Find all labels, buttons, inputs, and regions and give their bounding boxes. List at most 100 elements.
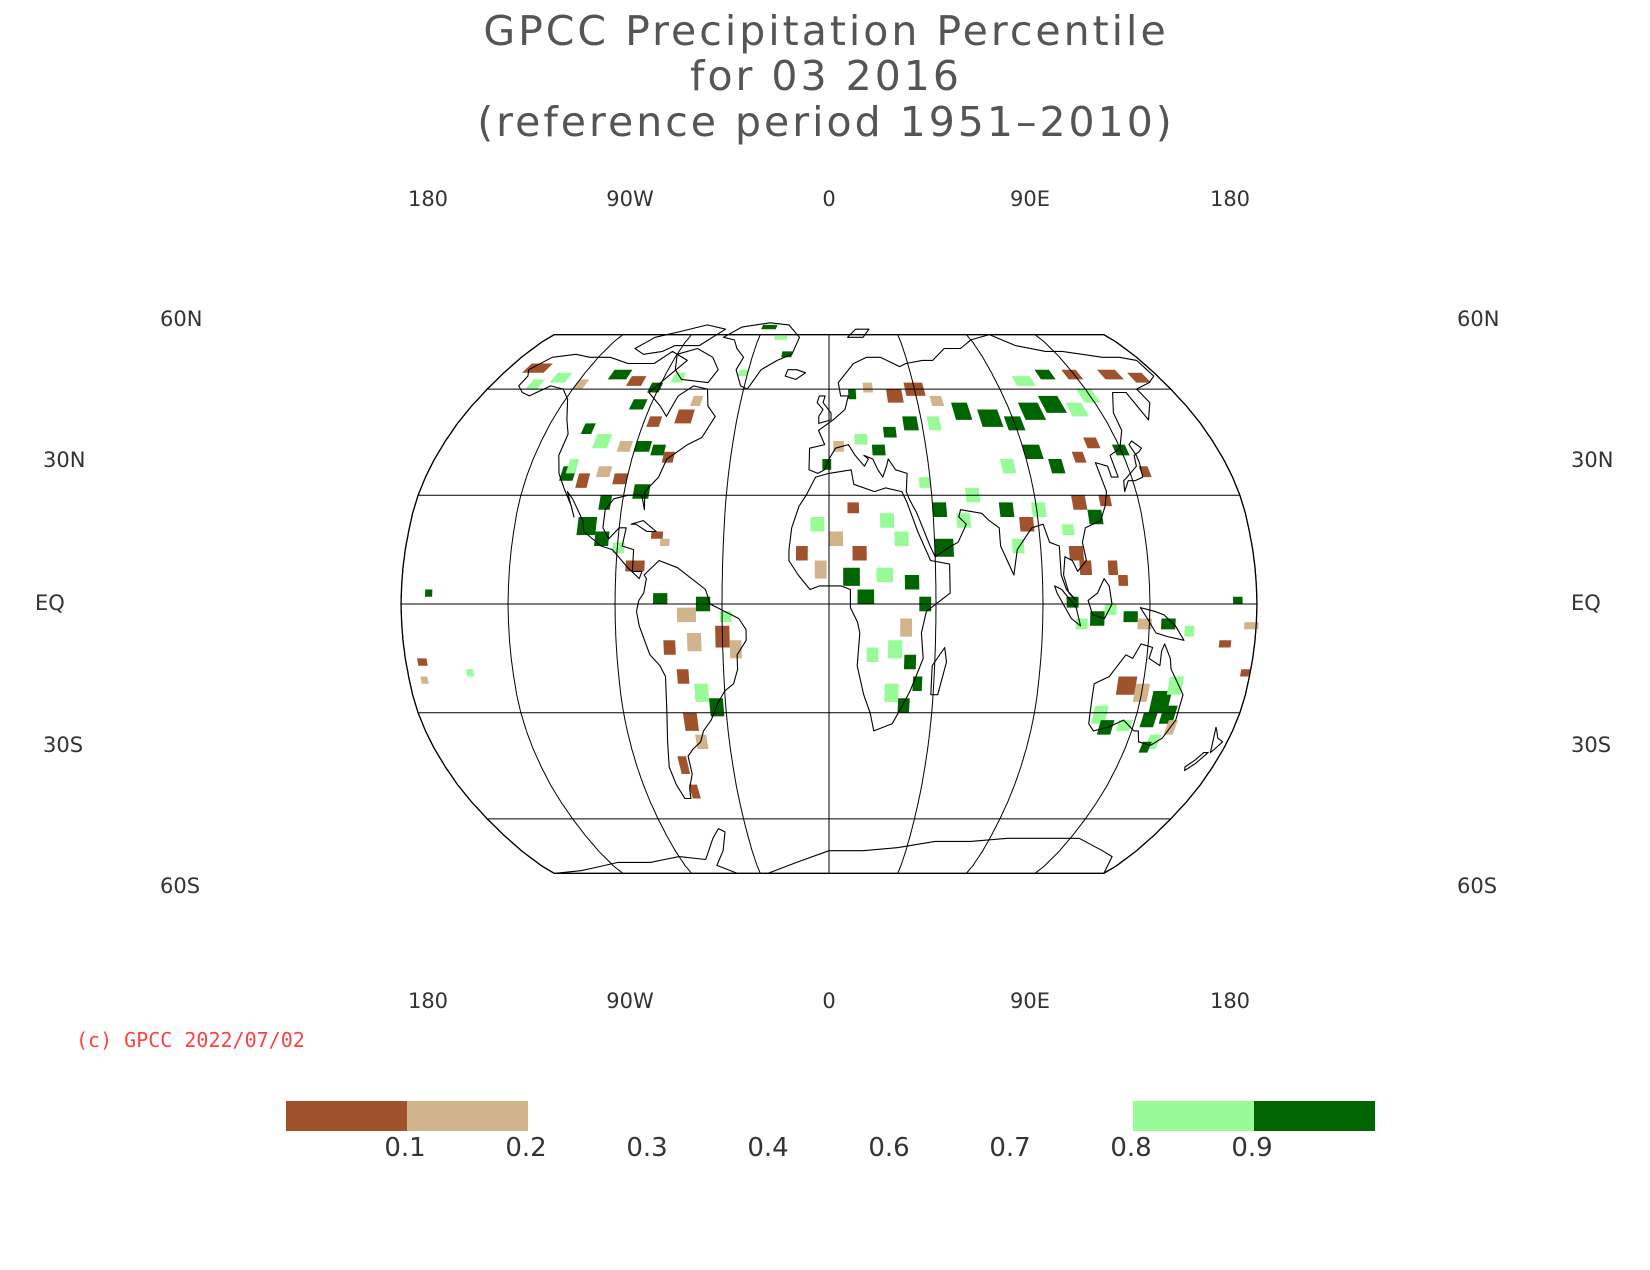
percentile-data-cell (572, 379, 590, 390)
percentile-data-cell (833, 441, 845, 452)
percentile-data-cell (795, 546, 808, 561)
percentile-data-cell (694, 683, 710, 702)
percentile-data-cell (998, 502, 1015, 517)
lon-label-bottom-3: 0 (822, 989, 835, 1013)
percentile-data-cell (854, 434, 868, 445)
percentile-data-cell (857, 589, 875, 604)
percentile-data-cell (1011, 376, 1036, 386)
south-america-coastline (635, 559, 747, 800)
percentile-data-cell (1061, 369, 1084, 380)
svalbard-coastline (847, 328, 870, 338)
legend-color-box (407, 1101, 528, 1131)
percentile-data-cell (575, 473, 591, 488)
lat-label-left-2: 30N (43, 448, 85, 472)
percentile-data-cell (1161, 618, 1176, 630)
percentile-data-cell (918, 477, 931, 488)
percentile-data-cell (1087, 509, 1104, 525)
percentile-data-cell (1090, 705, 1109, 724)
map-title: GPCC Precipitation Percentile for 03 201… (477, 7, 1172, 146)
percentile-data-cell (761, 324, 778, 330)
lon-label-bottom-5: 180 (1210, 989, 1250, 1013)
greenland-coastline (722, 322, 801, 390)
percentile-data-cell (900, 618, 913, 637)
north-america-coastline (518, 350, 716, 580)
percentile-data-cell (1115, 720, 1133, 731)
title-line-1: GPCC Precipitation Percentile (483, 7, 1168, 55)
percentile-data-cell (598, 495, 613, 510)
percentile-data-cell (632, 484, 651, 499)
percentile-data-cell (1184, 625, 1195, 637)
percentile-data-cell (1166, 676, 1184, 695)
percentile-data-cell (676, 607, 696, 623)
lon-label-top-4: 90E (1010, 187, 1050, 211)
percentile-data-cell (663, 640, 676, 655)
percentile-data-cell (677, 756, 691, 774)
legend-label-2: 0.2 (505, 1133, 546, 1163)
legend-label-5: 0.6 (868, 1133, 909, 1163)
new-guinea-coastline (1139, 607, 1185, 641)
percentile-data-cell (866, 647, 879, 662)
percentile-data-cell (884, 683, 899, 702)
lat-label-left-3: EQ (35, 591, 65, 615)
percentile-data-cell (848, 389, 857, 400)
percentile-data-cell (695, 734, 709, 749)
percentile-data-cell (1037, 395, 1067, 413)
baffin-coastline (674, 347, 719, 384)
percentile-data-cell (977, 409, 1004, 427)
borneo-coastline (1087, 578, 1113, 620)
longitude-labels-bottom: 180 90W 0 90E 180 (408, 989, 1250, 1013)
percentile-data-cell (686, 633, 702, 652)
percentile-data-cell (1097, 369, 1124, 380)
percentile-data-cell (682, 712, 699, 731)
percentile-data-cell (814, 560, 827, 579)
percentile-data-cell (646, 416, 663, 427)
percentile-data-cell (1158, 705, 1178, 724)
lon-label-top-2: 90W (606, 187, 654, 211)
color-legend: 0.1 0.2 0.3 0.4 0.6 0.7 0.8 0.9 (286, 1101, 1375, 1163)
eurasia-coastline (808, 334, 1155, 601)
percentile-data-cell (1021, 444, 1044, 459)
percentile-data-cell (521, 363, 553, 373)
percentile-data-cell (607, 369, 633, 380)
percentile-data-cell (1115, 676, 1138, 695)
percentile-data-cell (852, 546, 867, 561)
percentile-data-cell (932, 502, 948, 517)
percentile-data-cell (862, 382, 874, 393)
percentile-data-cell (690, 395, 704, 406)
latitude-labels-right: 60N 30N EQ 30S 60S (1457, 307, 1613, 898)
lat-label-left-5: 60S (160, 874, 200, 898)
lon-label-bottom-4: 90E (1010, 989, 1050, 1013)
legend-color-boxes (286, 1101, 1375, 1131)
percentile-data-cell (1019, 517, 1035, 532)
legend-label-1: 0.1 (384, 1133, 425, 1163)
percentile-data-cell (829, 531, 844, 546)
percentile-data-cell (525, 379, 546, 390)
sumatra-coastline (1054, 585, 1082, 627)
percentile-data-cell (912, 676, 923, 691)
percentile-data-cell (956, 513, 972, 528)
percentile-data-cell (886, 389, 904, 403)
percentile-data-cell (653, 593, 668, 604)
percentile-data-cell (904, 575, 920, 590)
percentile-data-cell (1011, 538, 1025, 554)
percentile-data-cell (650, 531, 664, 539)
percentile-data-cell (1071, 451, 1087, 463)
legend-label-4: 0.4 (747, 1133, 788, 1163)
percentile-data-cell (661, 451, 676, 463)
percentile-data-cell (425, 589, 433, 597)
legend-color-box (286, 1101, 407, 1131)
lon-label-top-3: 0 (822, 187, 835, 211)
percentile-data-cell (1244, 622, 1259, 630)
percentile-data-cell (1123, 611, 1138, 623)
percentile-data-cell (879, 513, 895, 528)
lat-label-left-1: 60N (160, 307, 202, 331)
percentile-data-cell (719, 611, 732, 623)
lat-label-right-3: EQ (1571, 591, 1601, 615)
percentile-data-cell (894, 531, 909, 546)
percentile-data-cell (576, 517, 598, 536)
percentile-data-cell (883, 426, 897, 438)
lon-label-bottom-2: 90W (606, 989, 654, 1013)
percentile-data-cell (1061, 524, 1075, 536)
lat-label-right-5: 60S (1457, 874, 1497, 898)
